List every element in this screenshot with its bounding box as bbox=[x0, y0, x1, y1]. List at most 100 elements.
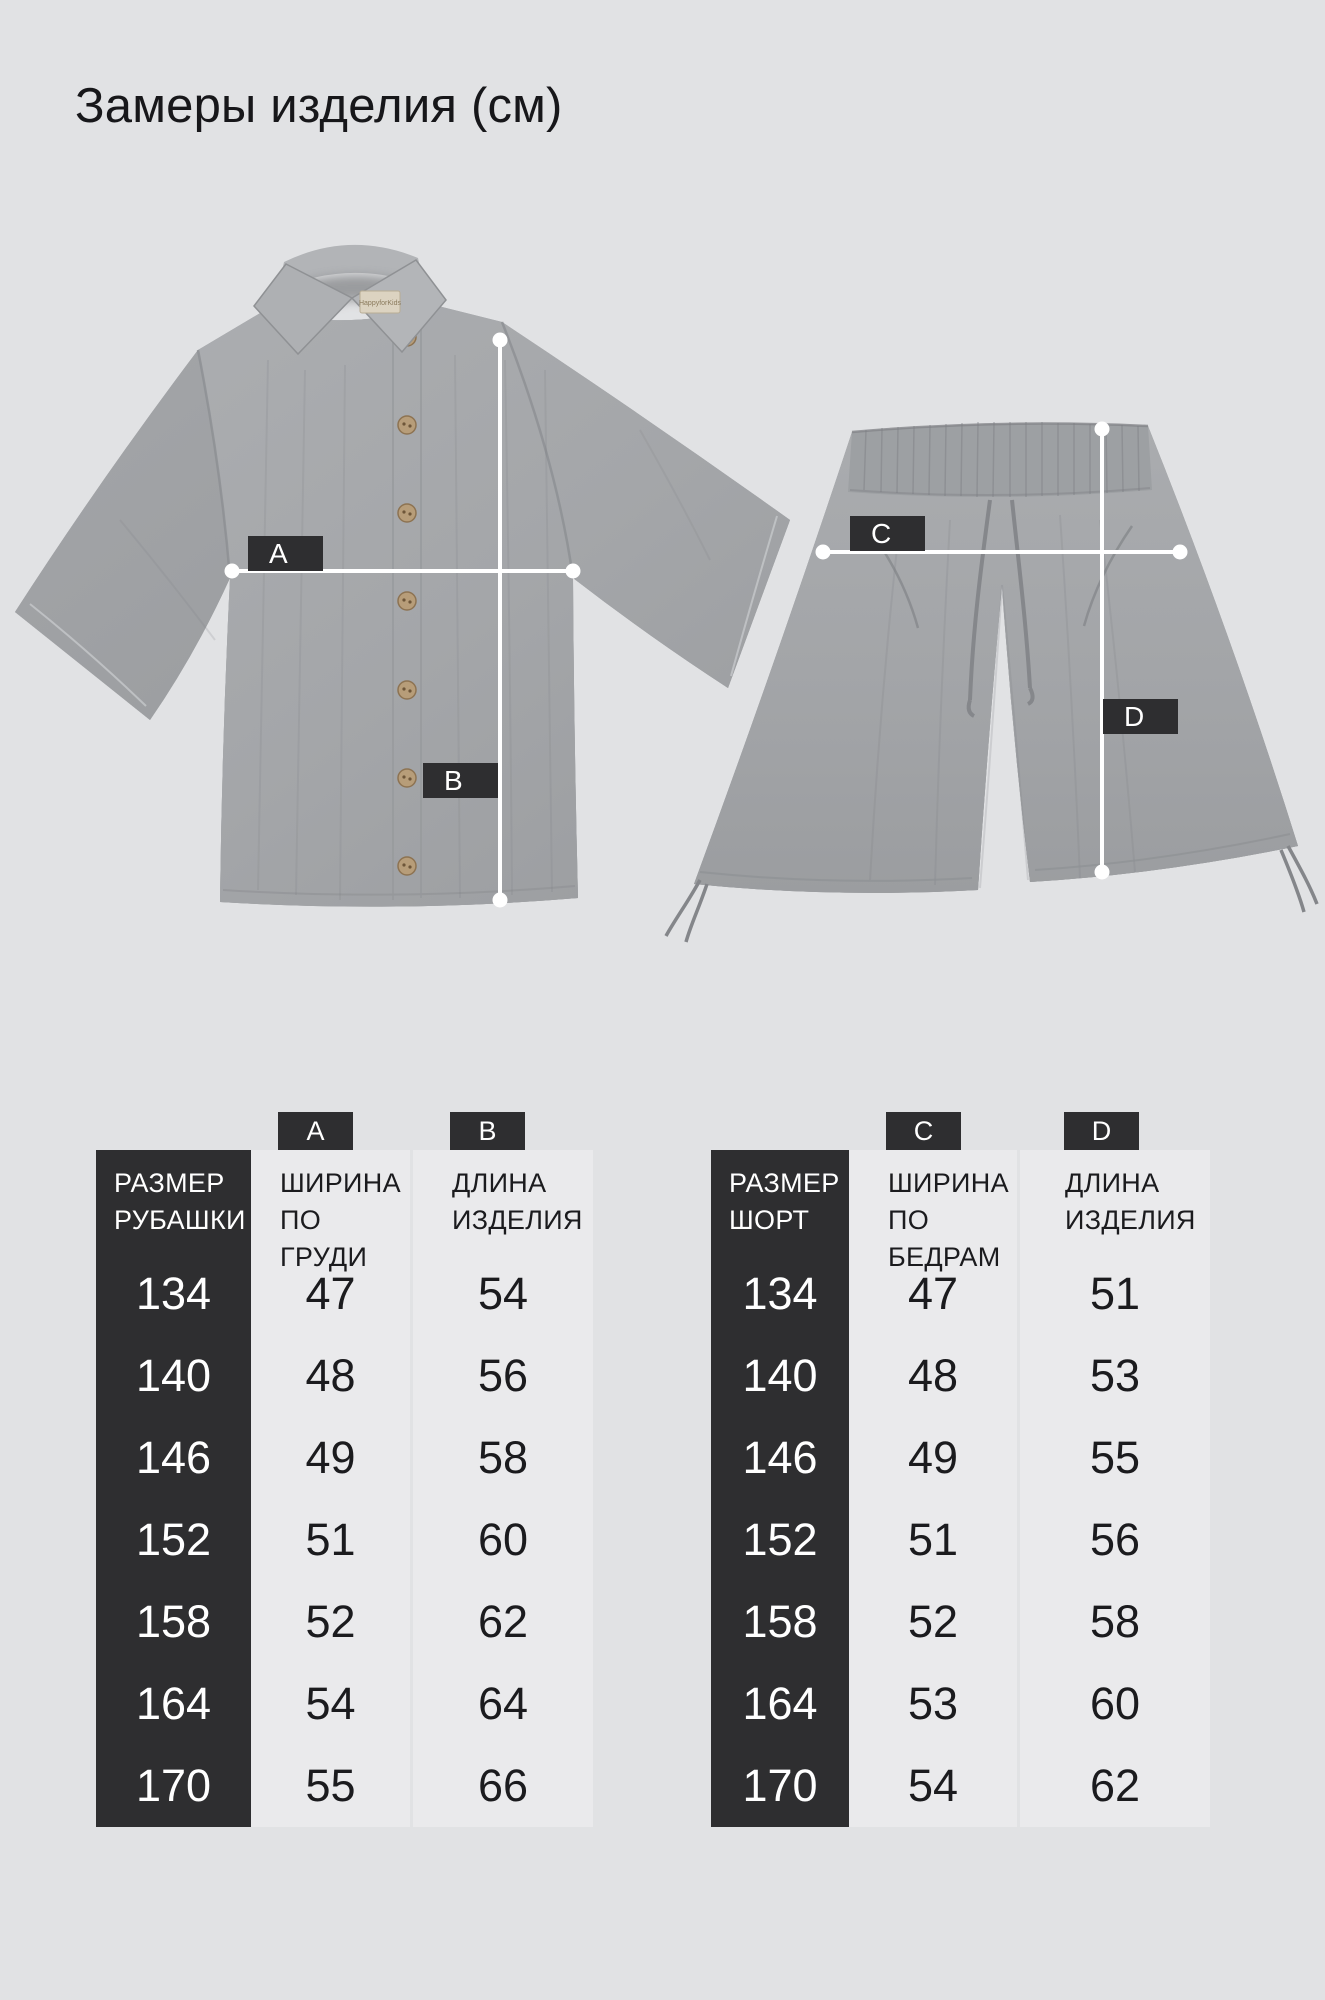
value-cell: 54 bbox=[477, 1268, 529, 1319]
measure-label-b: B bbox=[423, 763, 498, 798]
value-cell: 54 bbox=[907, 1760, 959, 1811]
value-cell: 53 bbox=[1089, 1350, 1141, 1401]
value-cell: 56 bbox=[477, 1350, 529, 1401]
button bbox=[397, 591, 417, 611]
value-cell: 51 bbox=[907, 1514, 959, 1565]
measure-line-a bbox=[232, 569, 573, 573]
shirt-illustration: HappyforKids bbox=[15, 244, 790, 907]
column-badge-a: A bbox=[278, 1112, 353, 1150]
size-cell: 146 bbox=[742, 1432, 818, 1483]
button bbox=[397, 415, 417, 435]
button bbox=[397, 680, 417, 700]
button bbox=[397, 856, 417, 876]
measure-label-b-text: B bbox=[444, 764, 463, 796]
value-cell: 49 bbox=[305, 1432, 356, 1483]
shirt-chest-width-column: ШИРИНА ПО ГРУДИ 47 48 49 51 52 54 55 bbox=[251, 1150, 410, 1827]
shorts-size-header: РАЗМЕР ШОРТ bbox=[729, 1168, 840, 1235]
measure-dot bbox=[1094, 864, 1110, 880]
shirt-size-header: РАЗМЕР РУБАШКИ bbox=[114, 1168, 246, 1235]
button bbox=[397, 503, 417, 523]
measure-dot bbox=[224, 563, 240, 579]
size-cell: 140 bbox=[135, 1350, 212, 1401]
size-cell: 170 bbox=[135, 1760, 212, 1811]
shorts-length-column: ДЛИНА ИЗДЕЛИЯ 51 53 55 56 58 60 62 bbox=[1020, 1150, 1210, 1827]
column-badge-d: D bbox=[1064, 1112, 1139, 1150]
size-cell: 152 bbox=[742, 1514, 818, 1565]
badge-d-text: D bbox=[1091, 1115, 1112, 1146]
column-badge-c: C bbox=[886, 1112, 961, 1150]
right-cuff-stitch bbox=[730, 515, 778, 677]
value-cell: 60 bbox=[1089, 1678, 1141, 1729]
size-cell: 164 bbox=[135, 1678, 212, 1729]
shorts-drawstring bbox=[966, 499, 1035, 718]
value-cell: 47 bbox=[907, 1268, 959, 1319]
value-cell: 60 bbox=[477, 1514, 529, 1565]
measure-label-a: A bbox=[248, 536, 323, 571]
shorts-waistband bbox=[848, 421, 1152, 498]
badge-c-text: C bbox=[913, 1115, 934, 1146]
measure-dot bbox=[492, 332, 508, 348]
chest-width-header: ШИРИНА ПО ГРУДИ bbox=[280, 1168, 401, 1272]
size-cell: 146 bbox=[135, 1432, 212, 1483]
brand-tag-label: HappyforKids bbox=[359, 300, 402, 307]
value-cell: 52 bbox=[907, 1596, 959, 1647]
badge-b-text: B bbox=[478, 1115, 497, 1146]
shorts-hem-stitch bbox=[699, 833, 1291, 882]
measure-label-d: D bbox=[1103, 699, 1178, 734]
shorts-illustration bbox=[664, 421, 1319, 943]
measure-dot bbox=[492, 892, 508, 908]
shorts-length-header: ДЛИНА ИЗДЕЛИЯ bbox=[1065, 1168, 1196, 1235]
value-cell: 49 bbox=[907, 1432, 959, 1483]
value-cell: 51 bbox=[1089, 1268, 1141, 1319]
shirt-placket bbox=[392, 316, 422, 900]
value-cell: 62 bbox=[1089, 1760, 1141, 1811]
measure-dot bbox=[565, 563, 581, 579]
brand-tag: HappyforKids bbox=[359, 290, 402, 314]
measure-dot bbox=[815, 544, 831, 560]
value-cell: 62 bbox=[477, 1596, 529, 1647]
value-cell: 66 bbox=[477, 1760, 529, 1811]
hem-ties bbox=[664, 845, 1319, 943]
hip-width-header: ШИРИНА ПО БЕДРАМ bbox=[888, 1168, 1009, 1272]
size-cell: 158 bbox=[742, 1596, 818, 1647]
size-cell: 140 bbox=[742, 1350, 818, 1401]
size-cell: 134 bbox=[135, 1268, 212, 1319]
page-title: Замеры изделия (см) bbox=[75, 79, 563, 133]
size-cell: 134 bbox=[742, 1268, 818, 1319]
column-badge-b: B bbox=[450, 1112, 525, 1150]
shirt-size-column: РАЗМЕР РУБАШКИ 134 140 146 152 158 164 1… bbox=[96, 1150, 251, 1827]
value-cell: 52 bbox=[305, 1596, 356, 1647]
right-sleeve-seam bbox=[500, 321, 575, 579]
measure-line-d bbox=[1100, 429, 1104, 872]
size-cell: 170 bbox=[742, 1760, 818, 1811]
button bbox=[397, 768, 417, 788]
shirt-hem-stitch bbox=[222, 885, 576, 896]
value-cell: 54 bbox=[305, 1678, 356, 1729]
shorts-creases bbox=[869, 514, 1136, 889]
left-sleeve-shade bbox=[15, 350, 230, 720]
value-cell: 55 bbox=[305, 1760, 356, 1811]
shirt-length-column: ДЛИНА ИЗДЕЛИЯ 54 56 58 60 62 64 66 bbox=[413, 1150, 593, 1827]
value-cell: 64 bbox=[477, 1678, 529, 1729]
measure-label-a-text: A bbox=[269, 537, 288, 569]
value-cell: 51 bbox=[305, 1514, 356, 1565]
badge-a-text: A bbox=[306, 1115, 325, 1146]
shorts-size-column: РАЗМЕР ШОРТ 134 140 146 152 158 164 170 bbox=[711, 1150, 849, 1827]
measure-label-c-text: C bbox=[871, 517, 892, 549]
size-cell: 152 bbox=[135, 1514, 212, 1565]
measure-label-c: C bbox=[850, 516, 925, 551]
value-cell: 58 bbox=[477, 1432, 529, 1483]
value-cell: 48 bbox=[907, 1350, 959, 1401]
shorts-hip-width-column: ШИРИНА ПО БЕДРАМ 47 48 49 51 52 53 54 bbox=[849, 1150, 1017, 1827]
value-cell: 47 bbox=[305, 1268, 356, 1319]
size-cell: 164 bbox=[742, 1678, 818, 1729]
measure-line-c bbox=[823, 550, 1180, 554]
left-sleeve-seam bbox=[196, 349, 232, 579]
shirt-length-header: ДЛИНА ИЗДЕЛИЯ bbox=[452, 1168, 583, 1235]
value-cell: 53 bbox=[907, 1678, 959, 1729]
size-cell: 158 bbox=[135, 1596, 212, 1647]
left-cuff-stitch bbox=[29, 603, 147, 707]
measure-label-d-text: D bbox=[1124, 700, 1145, 732]
